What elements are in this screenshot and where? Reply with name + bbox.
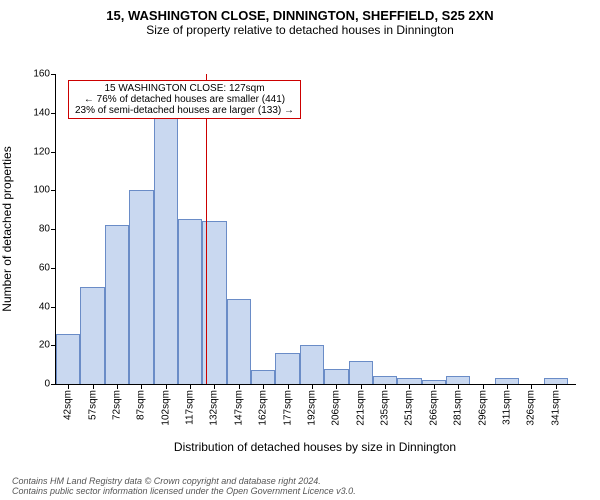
xtick-label: 147sqm [233, 390, 244, 426]
xtick-mark [93, 384, 94, 389]
xtick-mark [312, 384, 313, 389]
histogram-bar [275, 353, 299, 384]
plot-area: 02040608010012014016042sqm57sqm72sqm87sq… [55, 74, 576, 385]
xtick-mark [556, 384, 557, 389]
attribution: Contains HM Land Registry data © Crown c… [12, 476, 356, 496]
annotation-line2: ← 76% of detached houses are smaller (44… [75, 94, 294, 105]
chart-container: 15, WASHINGTON CLOSE, DINNINGTON, SHEFFI… [0, 0, 600, 500]
xtick-label: 341sqm [550, 390, 561, 426]
histogram-bar [154, 113, 178, 384]
chart-title: 15, WASHINGTON CLOSE, DINNINGTON, SHEFFI… [0, 0, 600, 23]
xtick-mark [141, 384, 142, 389]
ytick-label: 140 [33, 107, 56, 118]
histogram-bar [56, 334, 80, 384]
subtitle-text: Size of property relative to detached ho… [146, 23, 454, 37]
histogram-bar [227, 299, 251, 384]
title-text: 15, WASHINGTON CLOSE, DINNINGTON, SHEFFI… [106, 8, 493, 23]
xtick-label: 102sqm [160, 390, 171, 426]
xtick-mark [507, 384, 508, 389]
annotation-box: 15 WASHINGTON CLOSE: 127sqm← 76% of deta… [68, 80, 301, 119]
histogram-bar [80, 287, 104, 384]
xtick-label: 87sqm [136, 390, 147, 420]
xtick-mark [483, 384, 484, 389]
xtick-mark [458, 384, 459, 389]
xtick-label: 162sqm [258, 390, 269, 426]
xtick-label: 326sqm [526, 390, 537, 426]
x-axis-label: Distribution of detached houses by size … [174, 440, 456, 454]
xtick-label: 266sqm [428, 390, 439, 426]
xtick-mark [385, 384, 386, 389]
histogram-bar [105, 225, 129, 384]
attribution-line1: Contains HM Land Registry data © Crown c… [12, 476, 356, 486]
xtick-label: 251sqm [404, 390, 415, 426]
xtick-label: 72sqm [111, 390, 122, 420]
ytick-label: 40 [39, 301, 56, 312]
xtick-label: 311sqm [501, 390, 512, 425]
xtick-label: 177sqm [282, 390, 293, 426]
xtick-mark [336, 384, 337, 389]
xtick-label: 42sqm [63, 390, 74, 420]
xtick-label: 57sqm [87, 390, 98, 420]
xtick-mark [117, 384, 118, 389]
xtick-mark [263, 384, 264, 389]
xtick-mark [68, 384, 69, 389]
reference-line [206, 74, 207, 384]
xtick-mark [531, 384, 532, 389]
xtick-mark [434, 384, 435, 389]
histogram-bar [251, 370, 275, 384]
xtick-label: 132sqm [209, 390, 220, 426]
y-axis-label: Number of detached properties [0, 146, 14, 311]
histogram-bar [324, 369, 348, 385]
histogram-bar [373, 376, 397, 384]
attribution-line2: Contains public sector information licen… [12, 486, 356, 496]
xtick-mark [288, 384, 289, 389]
histogram-bar [178, 219, 202, 384]
xtick-mark [239, 384, 240, 389]
ytick-label: 120 [33, 146, 56, 157]
xtick-mark [361, 384, 362, 389]
y-axis-label-text: Number of detached properties [0, 146, 14, 311]
ytick-label: 20 [39, 340, 56, 351]
ytick-label: 80 [39, 224, 56, 235]
histogram-bar [300, 345, 324, 384]
ytick-label: 60 [39, 262, 56, 273]
xtick-label: 281sqm [453, 390, 464, 426]
histogram-bar [129, 190, 153, 384]
xtick-label: 206sqm [331, 390, 342, 426]
ytick-label: 160 [33, 69, 56, 80]
xtick-label: 117sqm [185, 390, 196, 425]
chart-subtitle: Size of property relative to detached ho… [0, 23, 600, 41]
x-axis-label-text: Distribution of detached houses by size … [174, 440, 456, 454]
xtick-label: 296sqm [477, 390, 488, 426]
annotation-line3: 23% of semi-detached houses are larger (… [75, 105, 294, 116]
xtick-label: 235sqm [380, 390, 391, 426]
xtick-label: 221sqm [355, 390, 366, 426]
xtick-mark [214, 384, 215, 389]
xtick-mark [409, 384, 410, 389]
xtick-mark [190, 384, 191, 389]
xtick-mark [166, 384, 167, 389]
histogram-bar [349, 361, 373, 384]
xtick-label: 192sqm [306, 390, 317, 426]
ytick-label: 100 [33, 185, 56, 196]
annotation-line1: 15 WASHINGTON CLOSE: 127sqm [75, 83, 294, 94]
histogram-bar [446, 376, 470, 384]
ytick-label: 0 [44, 379, 56, 390]
